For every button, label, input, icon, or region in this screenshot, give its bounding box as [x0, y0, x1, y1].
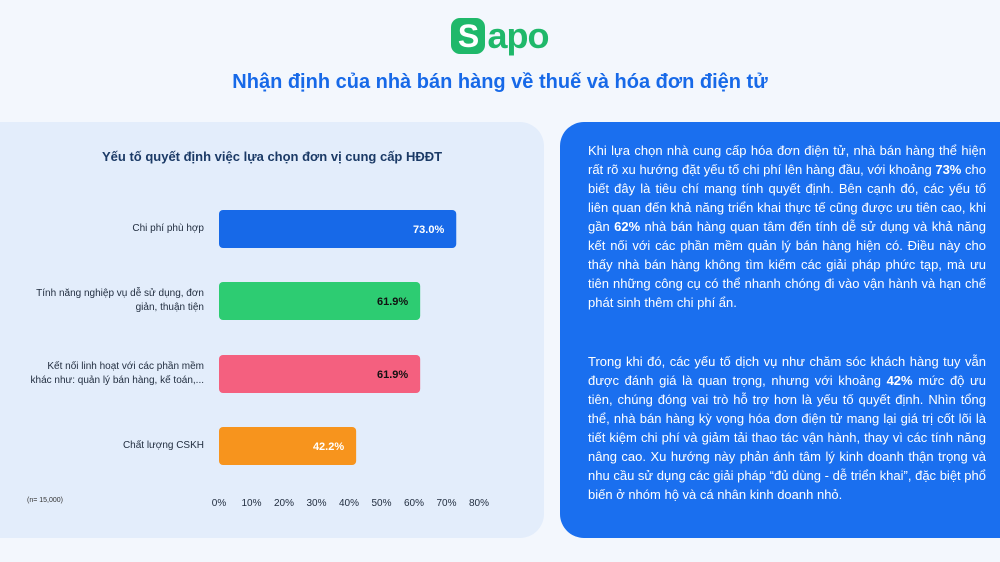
x-tick-label: 80% — [469, 498, 489, 509]
sapo-logo: S apo — [0, 18, 1000, 54]
paragraph-text: nhà bán hàng quan tâm đến tính dễ sử dụn… — [588, 219, 986, 310]
insight-panel — [560, 122, 1000, 538]
sample-size-note: (n= 15,000) — [27, 497, 63, 504]
category-label-line: Chi phí phù hợp — [132, 223, 204, 234]
bar-value-label-4: 42.2% — [313, 441, 344, 453]
chart-title: Yếu tố quyết định việc lựa chọn đơn vị c… — [102, 149, 443, 164]
logo-mark: S — [451, 18, 486, 54]
category-label-3: Kết nối linh hoạt với các phần mềm khác n… — [14, 360, 204, 388]
page-title: Nhận định của nhà bán hàng về thuế và hó… — [232, 71, 768, 93]
bar-chart: 73.0% 61.9% 61.9% 42.2% 0% 10% 20% 30% 40% 50% 60%… — [212, 210, 489, 509]
paragraph-text: cho biết đây là tiêu chí mang tính quyết… — [588, 162, 986, 234]
paragraph-text: Khi lựa chọn nhà cung cấp hóa đơn điện t… — [588, 143, 986, 177]
paragraph-text: Trong khi đó, các yếu tố dịch vụ như chă… — [588, 354, 986, 388]
highlight-percent: 42% — [886, 373, 913, 388]
category-label-line: giản, thuận tiện — [135, 302, 204, 313]
x-tick-label: 20% — [274, 498, 294, 509]
category-label-line: Kết nối linh hoạt với các phần mềm — [47, 361, 204, 372]
bar-1 — [219, 210, 457, 248]
insight-paragraph-1: Khi lựa chọn nhà cung cấp hóa đơn điện t… — [588, 141, 986, 312]
bar-value-label-1: 73.0% — [413, 224, 444, 236]
bar-3 — [219, 355, 421, 393]
x-tick-label: 50% — [371, 498, 391, 509]
x-tick-label: 10% — [241, 498, 261, 509]
x-tick-label: 40% — [339, 498, 359, 509]
highlight-percent: 62% — [614, 219, 641, 234]
logo-wordmark: apo — [487, 15, 549, 56]
bar-value-label-3: 61.9% — [377, 369, 408, 381]
bar-4 — [219, 427, 357, 465]
x-tick-label: 30% — [306, 498, 326, 509]
category-label-line: khác như: quản lý bán hàng, kế toán,... — [30, 375, 204, 386]
x-tick-label: 70% — [436, 498, 456, 509]
bar-value-label-2: 61.9% — [377, 296, 408, 308]
chart-panel — [0, 122, 544, 538]
category-label-2: Tính năng nghiệp vụ dễ sử dụng, đơn giản,… — [14, 287, 204, 315]
insight-paragraph-2: Trong khi đó, các yếu tố dịch vụ như chă… — [588, 352, 986, 504]
category-label-line: Tính năng nghiệp vụ dễ sử dụng, đơn — [36, 288, 204, 299]
x-tick-label: 0% — [212, 498, 227, 509]
highlight-percent: 73% — [935, 162, 962, 177]
bar-2 — [219, 282, 421, 320]
paragraph-text: mức độ ưu tiên, chúng đóng vai trò hỗ tr… — [588, 373, 986, 502]
category-label-1: Chi phí phù hợp — [14, 222, 204, 236]
category-label-line: Chất lượng CSKH — [122, 440, 204, 451]
x-tick-label: 60% — [404, 498, 424, 509]
category-label-4: Chất lượng CSKH — [14, 439, 204, 453]
